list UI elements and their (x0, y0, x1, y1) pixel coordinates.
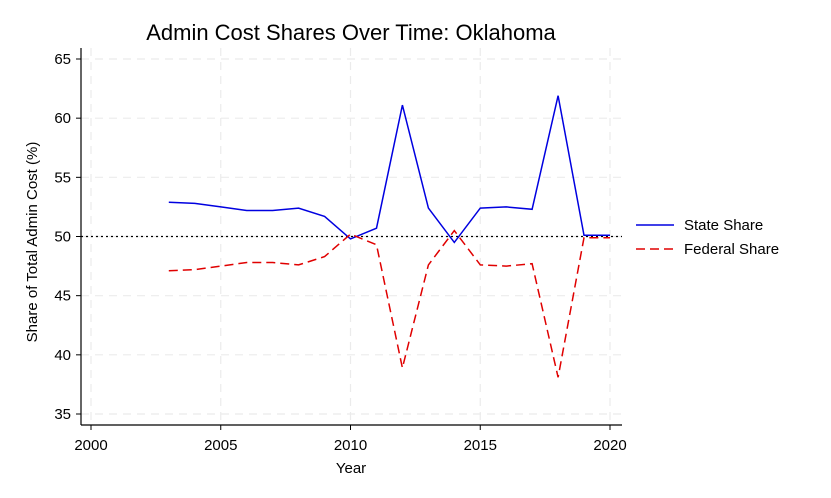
y-tick-label: 45 (54, 288, 71, 305)
x-axis-title: Year (336, 460, 366, 477)
series-group (168, 95, 610, 378)
y-tick-label: 35 (54, 406, 71, 423)
y-axis-title: Share of Total Admin Cost (%) (24, 142, 41, 343)
legend: State Share Federal Share (636, 217, 779, 258)
y-tick-label: 40 (54, 347, 71, 364)
chart-title: Admin Cost Shares Over Time: Oklahoma (146, 20, 556, 45)
legend-label: Federal Share (684, 241, 779, 258)
legend-label: State Share (684, 217, 763, 234)
series-line-federal-share (168, 229, 610, 378)
y-tick-label: 65 (54, 51, 71, 68)
x-tick-label: 2020 (593, 437, 626, 454)
y-ticks: 35 40 45 50 55 60 65 (54, 51, 81, 423)
grid (81, 48, 622, 425)
y-tick-label: 60 (54, 110, 71, 127)
y-tick-label: 50 (54, 229, 71, 246)
x-tick-label: 2005 (204, 437, 237, 454)
x-tick-label: 2015 (464, 437, 497, 454)
series-line-state-share (168, 95, 610, 244)
x-tick-label: 2000 (74, 437, 107, 454)
x-ticks: 2000 2005 2010 2015 2020 (74, 425, 627, 454)
x-tick-label: 2010 (334, 437, 367, 454)
y-tick-label: 55 (54, 169, 71, 186)
